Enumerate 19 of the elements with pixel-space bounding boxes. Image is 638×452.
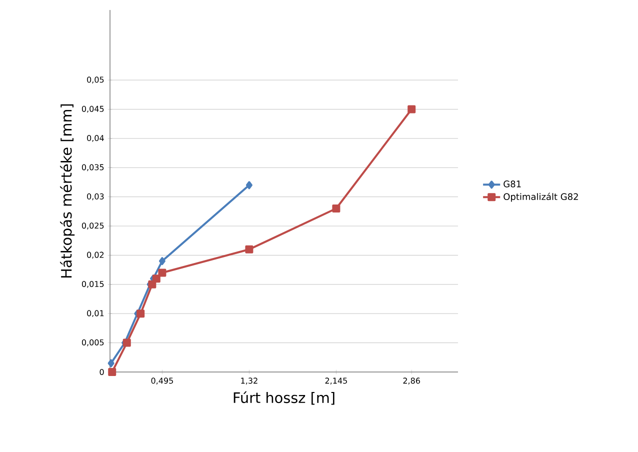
y-tick-label: 0,03: [87, 193, 104, 200]
x-axis-title: Fúrt hossz [m]: [234, 391, 334, 405]
y-axis-title: Hátkopás mértéke [mm]: [60, 104, 75, 278]
y-tick-label: 0,02: [87, 252, 104, 259]
x-tick-label: 0,495: [151, 378, 173, 385]
x-tick-label: 2,86: [403, 378, 420, 385]
y-tick-label: 0,01: [87, 310, 104, 318]
y-tick-label: 0: [100, 368, 104, 376]
x-tick-label: 1,32: [241, 378, 258, 385]
x-tick-label: 2,145: [325, 378, 347, 385]
y-tick-label: 0,005: [82, 339, 104, 346]
y-tick-label: 0,035: [82, 164, 104, 172]
y-tick-label: 0,04: [87, 135, 104, 142]
y-tick-label: 0,045: [82, 106, 104, 113]
legend-label: Optimalizált G82: [504, 192, 578, 202]
y-tick-label: 0,015: [82, 280, 104, 288]
y-tick-label: 0,025: [82, 222, 104, 230]
legend-label: G81: [504, 180, 521, 188]
y-tick-label: 0,05: [87, 76, 104, 84]
